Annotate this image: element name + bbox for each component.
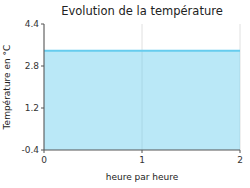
- y-tick-label: 2.8: [25, 61, 40, 71]
- plot-area: [44, 51, 240, 150]
- y-tick-label: 1.2: [25, 103, 39, 113]
- chart-title: Evolution de la température: [61, 4, 223, 18]
- y-axis-label: Température en °C: [2, 45, 12, 131]
- y-tick: [41, 66, 44, 67]
- x-tick: [142, 150, 143, 153]
- grid-line-x: [44, 24, 45, 150]
- y-tick: [41, 24, 44, 25]
- x-tick: [240, 150, 241, 153]
- x-axis-label: heure par heure: [106, 172, 179, 182]
- y-tick-label: -0.4: [21, 145, 39, 155]
- chart: 0 1 2 -0.4 1.2 2.8 4.4 Evolution de la températ…: [0, 0, 250, 188]
- plot-background: [44, 24, 240, 150]
- x-tick-label: 0: [41, 155, 47, 165]
- area-line: [44, 50, 240, 52]
- y-tick-label: 4.4: [25, 19, 40, 29]
- x-tick-label: 1: [139, 155, 145, 165]
- y-axis-line: [44, 24, 45, 150]
- x-tick-label: 2: [237, 155, 243, 165]
- y-tick: [41, 108, 44, 109]
- chart-container: 0 1 2 -0.4 1.2 2.8 4.4 Evolution de la températ…: [0, 0, 250, 188]
- y-tick: [41, 150, 44, 151]
- area-fill: [44, 51, 240, 150]
